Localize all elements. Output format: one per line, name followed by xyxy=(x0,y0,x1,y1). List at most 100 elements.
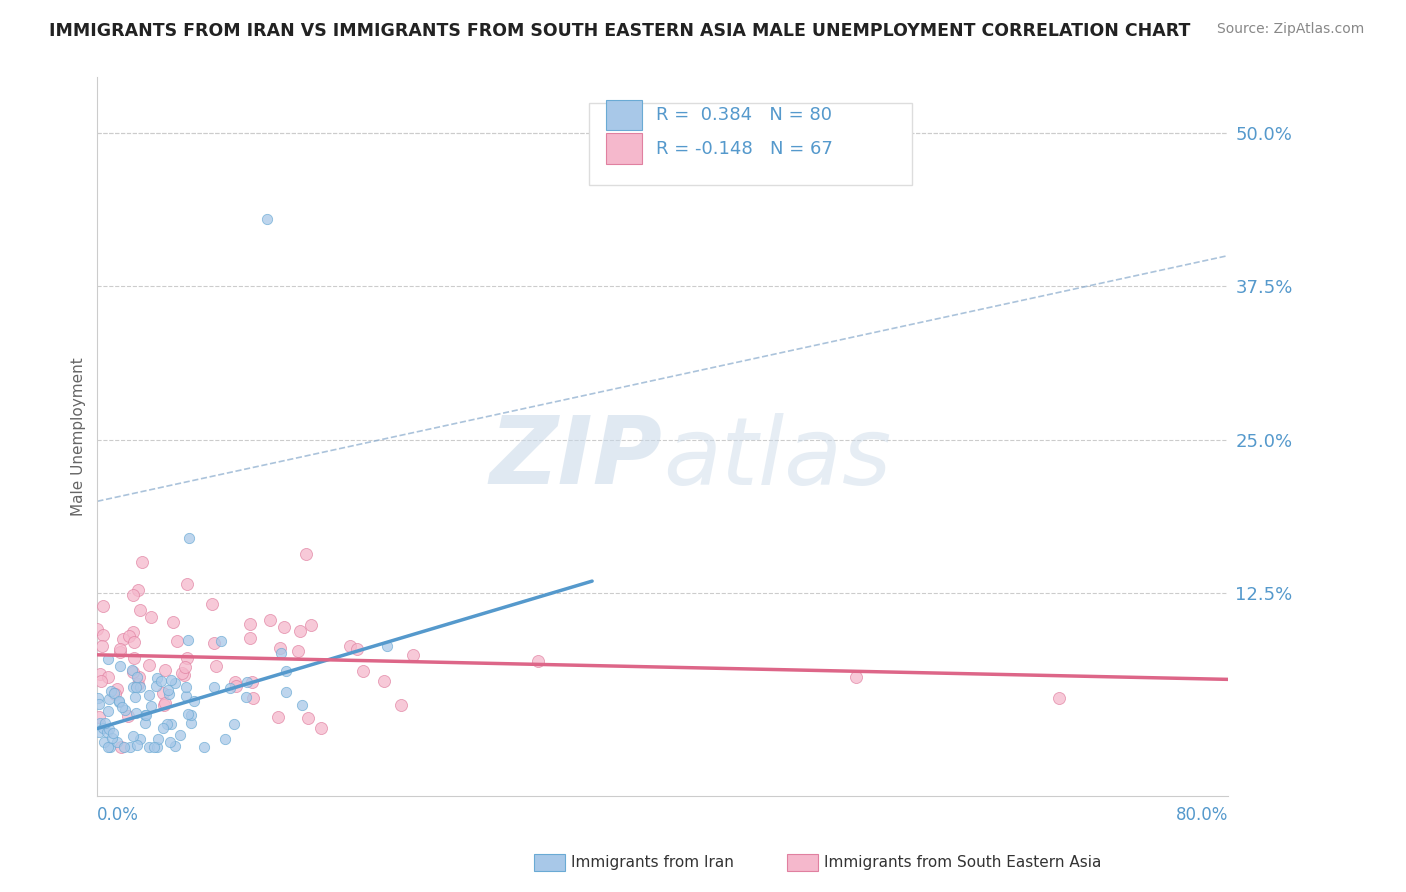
Point xyxy=(96,724,118,739)
Point xyxy=(291,698,314,712)
Point xyxy=(94,715,117,730)
Point xyxy=(97,692,120,706)
Point xyxy=(112,632,135,646)
Point xyxy=(205,659,228,673)
Point xyxy=(162,615,184,629)
Point xyxy=(112,739,135,754)
Point xyxy=(98,739,121,754)
Point xyxy=(152,686,174,700)
FancyBboxPatch shape xyxy=(589,103,911,186)
Point xyxy=(218,681,240,696)
Point xyxy=(107,734,129,748)
Point xyxy=(179,531,201,545)
Point xyxy=(267,710,290,724)
Point xyxy=(110,739,132,754)
Point xyxy=(143,739,166,754)
Point xyxy=(270,646,292,660)
Text: Source: ZipAtlas.com: Source: ZipAtlas.com xyxy=(1216,22,1364,37)
Point xyxy=(91,640,114,654)
Point xyxy=(91,599,114,614)
Point xyxy=(105,681,128,696)
Point xyxy=(127,583,149,598)
Point xyxy=(121,665,143,680)
Text: Immigrants from South Eastern Asia: Immigrants from South Eastern Asia xyxy=(824,855,1101,870)
Text: IMMIGRANTS FROM IRAN VS IMMIGRANTS FROM SOUTH EASTERN ASIA MALE UNEMPLOYMENT COR: IMMIGRANTS FROM IRAN VS IMMIGRANTS FROM … xyxy=(49,22,1191,40)
Point xyxy=(138,658,160,673)
Point xyxy=(125,739,148,753)
Point xyxy=(527,654,550,668)
Point xyxy=(117,709,139,723)
Point xyxy=(139,609,162,624)
Point xyxy=(103,686,125,700)
Point xyxy=(165,739,187,754)
Point xyxy=(91,721,114,735)
Point xyxy=(214,731,236,746)
Point xyxy=(346,641,368,656)
Point xyxy=(108,645,131,659)
Bar xyxy=(606,100,643,130)
Point xyxy=(87,724,110,739)
Point xyxy=(160,673,183,688)
Point xyxy=(138,688,160,702)
Point xyxy=(93,735,115,749)
Point xyxy=(176,577,198,591)
Point xyxy=(118,629,141,643)
Point xyxy=(96,670,118,684)
Point xyxy=(287,644,309,658)
Point xyxy=(177,632,200,647)
Point xyxy=(153,698,176,712)
Point xyxy=(239,631,262,645)
Point xyxy=(101,731,124,745)
Point xyxy=(295,547,318,561)
Text: atlas: atlas xyxy=(662,413,891,504)
Point xyxy=(209,634,232,648)
Point xyxy=(124,635,146,649)
Point xyxy=(89,666,111,681)
Point xyxy=(309,721,332,735)
Point xyxy=(129,603,152,617)
Point xyxy=(352,664,374,678)
Text: 0.0%: 0.0% xyxy=(97,805,139,824)
Point xyxy=(125,680,148,694)
Point xyxy=(100,683,122,698)
Point xyxy=(121,663,143,677)
Text: Immigrants from Iran: Immigrants from Iran xyxy=(571,855,734,870)
Point xyxy=(176,680,198,694)
Point xyxy=(114,702,136,716)
Point xyxy=(86,622,108,636)
Point xyxy=(236,675,259,690)
Point xyxy=(402,648,425,662)
Point xyxy=(176,651,198,665)
Point xyxy=(145,679,167,693)
Point xyxy=(259,614,281,628)
Point xyxy=(107,693,129,707)
Point xyxy=(156,717,179,731)
Point xyxy=(146,739,169,754)
Point xyxy=(202,636,225,650)
Point xyxy=(174,660,197,674)
Point xyxy=(139,698,162,713)
Point xyxy=(169,728,191,742)
Point xyxy=(150,674,173,689)
Point xyxy=(138,739,160,754)
Point xyxy=(87,710,110,724)
Point xyxy=(225,679,247,693)
Point xyxy=(273,619,295,633)
Point xyxy=(122,680,145,694)
Point xyxy=(165,676,187,690)
Point xyxy=(845,670,868,684)
Point xyxy=(97,739,120,754)
Text: R =  0.384   N = 80: R = 0.384 N = 80 xyxy=(657,106,832,124)
Text: 80.0%: 80.0% xyxy=(1175,805,1229,824)
Point xyxy=(269,640,291,655)
Point xyxy=(134,708,156,723)
Point xyxy=(146,731,169,746)
Point xyxy=(224,675,246,690)
Point xyxy=(87,697,110,711)
Point xyxy=(87,690,110,705)
Point xyxy=(166,634,188,648)
Point xyxy=(242,691,264,706)
Point xyxy=(129,680,152,694)
Point xyxy=(127,677,149,691)
Point xyxy=(299,618,322,632)
